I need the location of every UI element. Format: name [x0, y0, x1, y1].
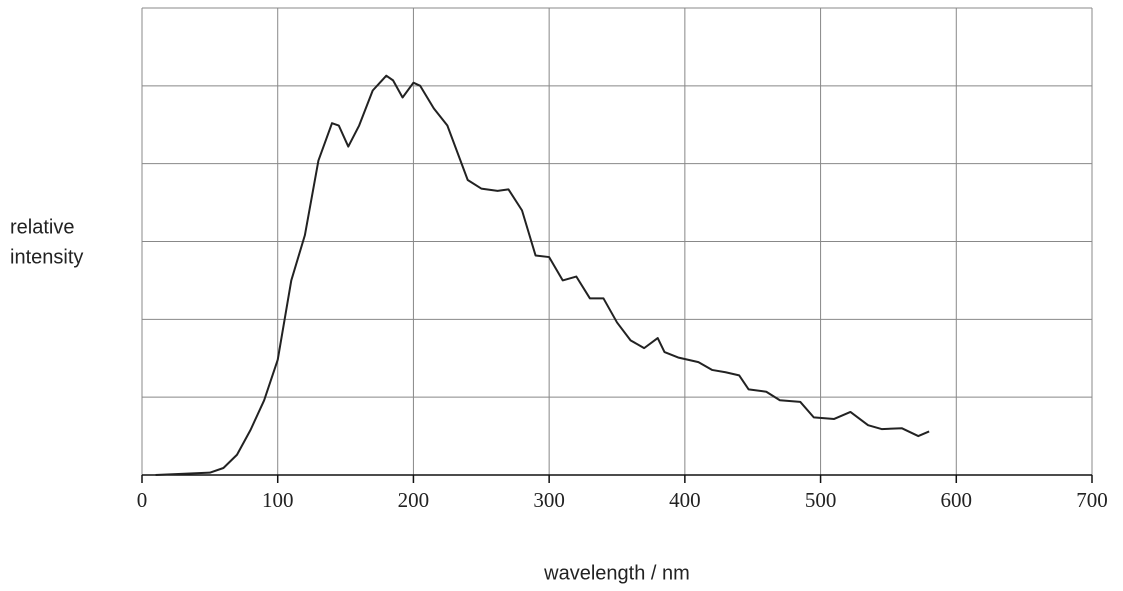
x-axis-label: wavelength / nm	[543, 562, 690, 584]
y-axis-label: relative	[10, 216, 74, 238]
y-axis-label: intensity	[10, 246, 83, 268]
data-line	[155, 74, 930, 476]
x-tick-label: 500	[805, 488, 837, 512]
x-tick-label: 100	[262, 488, 294, 512]
x-tick-label: 700	[1076, 488, 1108, 512]
x-tick-label: 200	[398, 488, 430, 512]
x-tick-label: 0	[137, 488, 148, 512]
x-tick-label: 300	[533, 488, 565, 512]
x-tick-label: 600	[941, 488, 973, 512]
x-tick-label: 400	[669, 488, 701, 512]
